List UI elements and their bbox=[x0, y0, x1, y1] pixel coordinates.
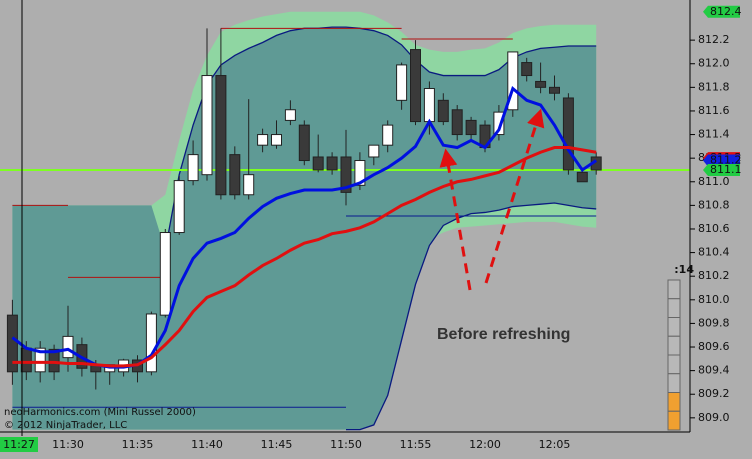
y-tick-label: 809.2 bbox=[698, 387, 730, 400]
price-marker-label: 812.4 bbox=[710, 5, 742, 18]
timer-segment bbox=[667, 373, 681, 393]
timer-segment bbox=[667, 279, 681, 300]
candle-body bbox=[423, 88, 435, 123]
arrow bbox=[484, 108, 545, 284]
timer-label: :14 bbox=[674, 263, 694, 276]
timer-segment bbox=[667, 410, 681, 431]
x-tick-label: 12:00 bbox=[469, 438, 501, 451]
watermark: neoHarmonics.com (Mini Russel 2000) bbox=[4, 407, 196, 418]
candle-body bbox=[576, 171, 588, 183]
y-tick-label: 809.4 bbox=[698, 364, 730, 377]
candle-body bbox=[410, 49, 421, 123]
annotation: Before refreshing bbox=[437, 326, 570, 343]
y-tick-label: 811.0 bbox=[698, 175, 730, 188]
y-tick-label: 811.6 bbox=[698, 104, 730, 117]
y-tick-label: 811.4 bbox=[698, 128, 730, 141]
candle-body bbox=[215, 75, 227, 196]
candle-body bbox=[48, 348, 60, 373]
y-tick-label: 809.8 bbox=[698, 316, 730, 329]
x-tick-label: 11:50 bbox=[330, 438, 362, 451]
candle-body bbox=[187, 154, 199, 182]
y-tick-label: 809.0 bbox=[698, 411, 730, 424]
candle-body bbox=[535, 80, 547, 88]
cursor-label: 11:27 bbox=[3, 438, 35, 451]
candle-body bbox=[549, 86, 560, 94]
candle-body bbox=[312, 156, 324, 171]
price-marker-label: 811.1 bbox=[710, 163, 742, 176]
candle-body bbox=[451, 109, 463, 136]
y-tick-label: 812.2 bbox=[698, 33, 730, 46]
candle-body bbox=[271, 134, 282, 146]
x-tick-label: 11:35 bbox=[122, 438, 154, 451]
x-tick-label: 12:05 bbox=[539, 438, 571, 451]
candle-body bbox=[562, 97, 574, 171]
timer-segment bbox=[667, 335, 681, 356]
candle-body bbox=[368, 144, 380, 158]
candle-body bbox=[354, 160, 366, 186]
candle-body bbox=[340, 156, 352, 193]
y-tick-label: 810.0 bbox=[698, 293, 730, 306]
candle-body bbox=[229, 154, 241, 196]
candle-body bbox=[20, 347, 32, 373]
plot-area bbox=[0, 11, 690, 431]
candle-body bbox=[437, 99, 449, 123]
candle-body bbox=[298, 124, 310, 162]
candle-body bbox=[382, 124, 394, 146]
candle-body bbox=[62, 335, 74, 359]
price-marker bbox=[703, 163, 740, 176]
x-tick-label: 11:55 bbox=[400, 438, 432, 451]
candle-body bbox=[201, 75, 213, 176]
candle-body bbox=[507, 51, 519, 111]
y-tick-label: 809.6 bbox=[698, 340, 730, 353]
y-tick-label: 812.0 bbox=[698, 57, 730, 70]
timer-segment bbox=[667, 317, 681, 337]
x-tick-label: 11:30 bbox=[52, 438, 84, 451]
band-fill bbox=[12, 27, 597, 430]
candle-body bbox=[493, 111, 505, 136]
x-tick-label: 11:45 bbox=[261, 438, 293, 451]
y-tick-label: 810.2 bbox=[698, 269, 730, 282]
candle-body bbox=[6, 314, 18, 373]
watermark: © 2012 NinjaTrader, LLC bbox=[4, 420, 127, 431]
candle-body bbox=[465, 119, 477, 136]
x-tick-label: 11:40 bbox=[191, 438, 223, 451]
timer-segment bbox=[667, 392, 681, 412]
price-marker bbox=[703, 154, 740, 167]
price-marker-label: 811.2 bbox=[710, 154, 742, 167]
band-line bbox=[164, 26, 597, 251]
candle-body bbox=[243, 174, 255, 196]
candle-body bbox=[173, 180, 185, 234]
candle-body bbox=[284, 109, 296, 121]
candle-body bbox=[396, 64, 408, 101]
cursor-label-bg bbox=[0, 437, 38, 452]
arrow bbox=[439, 148, 472, 291]
candle-body bbox=[145, 313, 157, 373]
y-tick-label: 810.8 bbox=[698, 198, 730, 211]
y-tick-label: 811.8 bbox=[698, 80, 730, 93]
candle-body bbox=[521, 62, 533, 77]
candle-body bbox=[34, 347, 46, 373]
band-line bbox=[346, 202, 597, 431]
timer-segment bbox=[667, 298, 681, 318]
ma-line bbox=[12, 146, 597, 368]
y-tick-label: 810.6 bbox=[698, 222, 730, 235]
candle-body bbox=[326, 156, 338, 171]
y-tick-label: 810.4 bbox=[698, 246, 730, 259]
candle-body bbox=[257, 134, 269, 146]
price-marker bbox=[703, 5, 740, 18]
timer-segment bbox=[667, 354, 681, 375]
candle-body bbox=[159, 232, 171, 316]
